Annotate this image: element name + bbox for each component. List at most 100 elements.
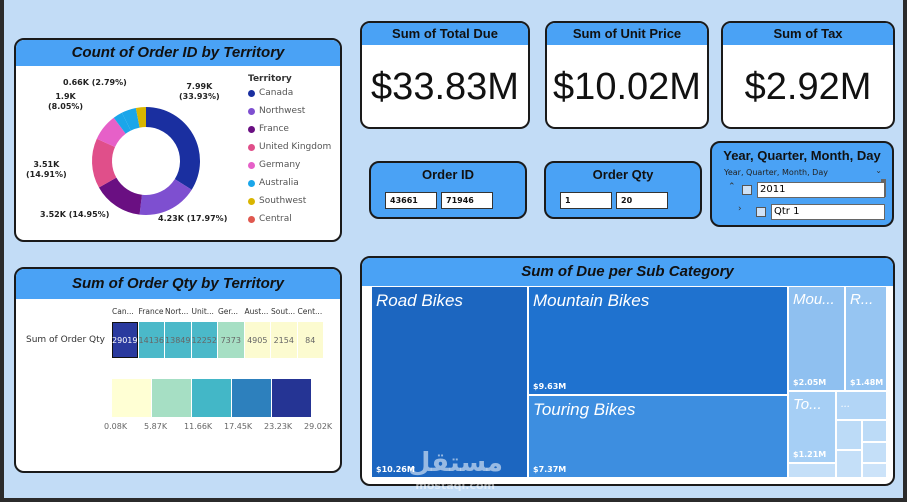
chevron-right-icon[interactable]: ›: [738, 204, 742, 214]
date-year-row[interactable]: ⌃ 2011: [724, 182, 885, 198]
color-scale-swatch: [272, 379, 311, 417]
tile-small-5[interactable]: [837, 451, 861, 477]
tile-small-7[interactable]: [863, 464, 886, 477]
kpi-tax-value: $2.92M: [744, 66, 872, 108]
order-qty-slicer[interactable]: Order Qty 1 20: [544, 161, 702, 219]
legend-item-northwest[interactable]: Northwest: [248, 102, 331, 120]
donut-label-uk: 3.51K (14.91%): [26, 160, 67, 179]
matrix-cell[interactable]: 84: [297, 322, 323, 358]
tile-touring-frames[interactable]: To... $1.21M: [789, 392, 835, 462]
legend-dot-icon: [248, 179, 255, 187]
legend-dot-icon: [248, 215, 255, 223]
tile-road-bikes-label: Road Bikes: [376, 291, 463, 310]
matrix-cell[interactable]: 4905: [244, 322, 270, 358]
tile-small-4[interactable]: [863, 443, 886, 462]
tile-small-6[interactable]: [789, 464, 835, 477]
color-scale-label: 17.45K: [224, 422, 253, 431]
kpi-total-due-title: Sum of Total Due: [362, 23, 528, 45]
legend-dot-icon: [248, 161, 255, 169]
quarter-checkbox[interactable]: [756, 207, 766, 217]
legend-item-france[interactable]: France: [248, 120, 331, 138]
tile-small-3[interactable]: [863, 421, 886, 441]
tile-road-frames[interactable]: R... $1.48M: [846, 287, 886, 390]
matrix-cell[interactable]: 13849: [165, 322, 191, 358]
legend-item-central[interactable]: Central: [248, 210, 331, 228]
legend-item-australia[interactable]: Australia: [248, 174, 331, 192]
order-id-slicer-title: Order ID: [421, 167, 474, 182]
matrix-column-header: Can...: [112, 307, 134, 316]
matrix-title: Sum of Order Qty by Territory: [16, 269, 340, 299]
matrix-column-header: Ger...: [218, 307, 238, 316]
color-scale-label: 5.87K: [144, 422, 168, 431]
date-hierarchy-slicer[interactable]: Year, Quarter, Month, Day Year, Quarter,…: [710, 141, 894, 227]
tile-touring-bikes[interactable]: Touring Bikes $7.37M: [529, 396, 787, 477]
kpi-unit-price-card[interactable]: Sum of Unit Price $10.02M: [545, 21, 709, 129]
color-scale-label: 29.02K: [304, 422, 333, 431]
date-quarter-row[interactable]: › Qtr 1: [724, 204, 888, 220]
order-qty-matrix-card[interactable]: Sum of Order Qty by Territory Can... Fran…: [14, 267, 342, 473]
donut-slice-central[interactable]: [135, 107, 146, 128]
color-scale-swatch: [152, 379, 191, 417]
kpi-tax-card[interactable]: Sum of Tax $2.92M: [721, 21, 895, 129]
matrix-cell[interactable]: 2154: [271, 322, 297, 358]
matrix-column-header: Unit...: [191, 307, 214, 316]
donut-legend: Territory Canada Northwest France United…: [248, 74, 331, 228]
tile-road-bikes[interactable]: Road Bikes $10.26M: [372, 287, 527, 477]
tile-small-1[interactable]: ...: [837, 392, 886, 419]
donut-slice-southwest[interactable]: [121, 107, 140, 131]
donut-slice-canada[interactable]: [146, 107, 200, 190]
order-qty-max-input[interactable]: 20: [616, 192, 668, 209]
order-id-min-input[interactable]: 43661: [385, 192, 437, 209]
kpi-total-due-card[interactable]: Sum of Total Due $33.83M: [360, 21, 530, 129]
tile-small-2[interactable]: [837, 421, 861, 449]
tile-mountain-bikes-label: Mountain Bikes: [533, 291, 650, 310]
legend-item-label: France: [259, 124, 289, 134]
matrix-column-header: France: [138, 307, 164, 316]
color-scale-swatch: [192, 379, 231, 417]
donut-slice-germany[interactable]: [96, 117, 126, 147]
tile-touring-frames-value: $1.21M: [793, 450, 827, 459]
tile-road-frames-label: R...: [850, 291, 874, 308]
legend-item-united-kingdom[interactable]: United Kingdom: [248, 138, 331, 156]
matrix-cell[interactable]: 12252: [191, 322, 217, 358]
donut-slice-australia[interactable]: [113, 112, 131, 134]
tile-touring-frames-label: To...: [793, 396, 822, 413]
order-id-max-input[interactable]: 71946: [441, 192, 493, 209]
treemap-card[interactable]: Sum of Due per Sub Category Road Bikes $…: [360, 256, 895, 486]
legend-dot-icon: [248, 107, 255, 115]
tile-road-frames-value: $1.48M: [850, 378, 884, 387]
donut-slice-northwest[interactable]: [139, 179, 192, 215]
date-slicer-title: Year, Quarter, Month, Day: [723, 148, 881, 163]
donut-chart-card[interactable]: Count of Order ID by Territory 7.99K (33…: [14, 38, 342, 242]
year-checkbox[interactable]: [742, 185, 752, 195]
donut-label-germany: 1.9K (8.05%): [48, 92, 84, 111]
legend-item-canada[interactable]: Canada: [248, 84, 331, 102]
tile-mountain-bikes[interactable]: Mountain Bikes $9.63M: [529, 287, 787, 394]
kpi-tax-title: Sum of Tax: [723, 23, 893, 45]
matrix-column-header: Cent...: [297, 307, 323, 316]
year-label: 2011: [757, 182, 885, 198]
legend-item-southwest[interactable]: Southwest: [248, 192, 331, 210]
donut-label-canada: 7.99K (33.93%): [179, 82, 220, 101]
quarter-label: Qtr 1: [771, 204, 885, 220]
matrix-cell[interactable]: 14136: [138, 322, 164, 358]
matrix-cell[interactable]: 7373: [218, 322, 244, 358]
donut-slice-uk[interactable]: [91, 138, 117, 188]
order-id-slicer[interactable]: Order ID 43661 71946: [369, 161, 527, 219]
donut-chart[interactable]: [16, 66, 246, 242]
matrix-row-label: Sum of Order Qty: [26, 335, 105, 345]
legend-dot-icon: [248, 197, 255, 205]
treemap-area[interactable]: Road Bikes $10.26M Mountain Bikes $9.63M…: [372, 287, 886, 477]
tile-mountain-frames-label: Mou...: [793, 291, 835, 308]
donut-slice-france[interactable]: [98, 177, 142, 215]
matrix-cell[interactable]: 29019: [112, 322, 138, 358]
chevron-up-icon[interactable]: ⌃: [728, 182, 736, 192]
order-qty-min-input[interactable]: 1: [560, 192, 612, 209]
tile-mountain-frames[interactable]: Mou... $2.05M: [789, 287, 844, 390]
chevron-down-icon[interactable]: ⌄: [875, 166, 882, 175]
watermark-logo: مستقل: [407, 448, 503, 478]
kpi-unit-price-title: Sum of Unit Price: [547, 23, 707, 45]
legend-item-germany[interactable]: Germany: [248, 156, 331, 174]
legend-item-label: Canada: [259, 88, 294, 98]
legend-dot-icon: [248, 89, 255, 97]
